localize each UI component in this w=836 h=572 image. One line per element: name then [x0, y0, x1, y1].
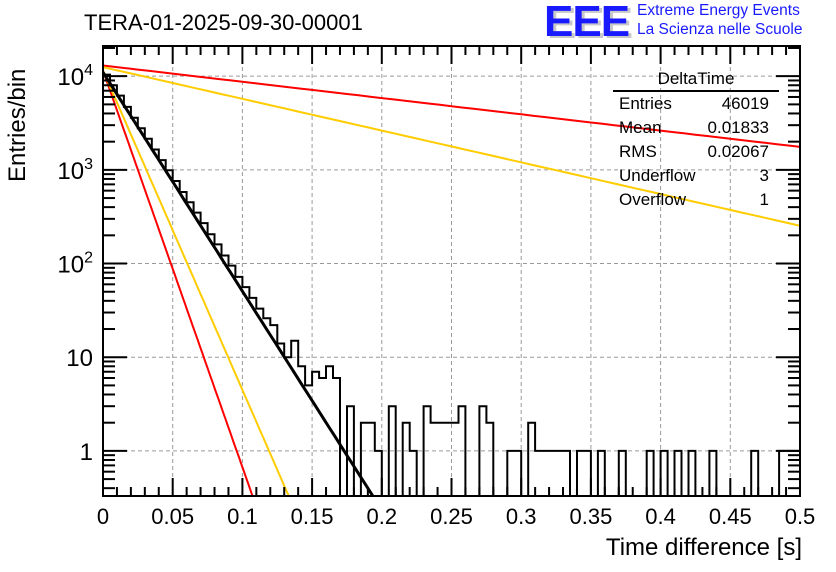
x-tick-label: 0.25: [430, 504, 473, 529]
y-axis-label: Entries/bin: [4, 68, 31, 182]
stats-label: RMS: [619, 142, 657, 161]
axes: 0 0.05 0.1 0.15 0.2 0.25 0.3 0.35 0.4 0.45 0.5 1 10 1…: [57, 45, 816, 529]
x-tick-label: 0.2: [367, 504, 398, 529]
logo-line-1: Extreme Energy Events: [637, 2, 800, 19]
x-tick-label: 0.5: [785, 504, 816, 529]
x-tick-label: 0.45: [709, 504, 752, 529]
x-tick-label: 0.4: [645, 504, 676, 529]
grid: [103, 46, 800, 496]
x-tick-label: 0.3: [506, 504, 537, 529]
chart-title: TERA-01-2025-09-30-00001: [84, 10, 363, 35]
stats-row-entries: Entries 46019: [611, 92, 779, 116]
stats-value: 3: [759, 166, 769, 185]
fit-line-red-steep: [102, 70, 254, 497]
x-tick-label: 0.35: [569, 504, 612, 529]
histogram-outline: [103, 73, 800, 497]
fit-line-yellow-shallow: [102, 66, 801, 227]
stats-label: Overflow: [619, 190, 687, 209]
stats-value: 0.02067: [707, 142, 769, 161]
logo-line-2: La Scienza nelle Scuole: [637, 21, 803, 38]
x-tick-label: 0.05: [151, 504, 194, 529]
logo-mark: EEE: [544, 2, 629, 42]
histogram: [103, 73, 800, 497]
stats-value: 0.01833: [707, 118, 769, 137]
stats-title: DeltaTime: [613, 69, 779, 92]
stats-label: Mean: [619, 118, 662, 137]
fit-lines: [102, 64, 801, 497]
y-tick-label: 10: [66, 345, 93, 372]
stats-label: Underflow: [619, 166, 696, 185]
stats-row-rms: RMS 0.02067: [611, 140, 779, 164]
x-tick-label: 0: [97, 504, 109, 529]
fit-line-exp-fit: [101, 71, 375, 497]
eee-logo-icon: EEE EEE: [544, 2, 633, 42]
logo-caption: Extreme Energy Events La Scienza nelle S…: [637, 1, 802, 39]
fit-lines-overlay: [101, 71, 375, 497]
x-tick-label: 0.15: [291, 504, 334, 529]
x-axis-label: Time difference [s]: [605, 534, 802, 561]
stats-row-underflow: Underflow 3: [611, 164, 779, 188]
stats-box: DeltaTime Entries 46019 Mean 0.01833 RMS 0.…: [611, 69, 779, 212]
fit-line-red-shallow: [102, 64, 801, 148]
stats-row-overflow: Overflow 1: [611, 188, 779, 212]
y-tick-label: 102: [57, 250, 93, 279]
y-tick-label: 1: [80, 439, 93, 466]
logo-shadow: EEE: [547, 2, 632, 42]
x-tick-label: 0.1: [227, 504, 258, 529]
stats-value: 46019: [721, 94, 769, 113]
fit-line-yellow-steep: [102, 70, 290, 497]
stats-label: Entries: [619, 94, 672, 113]
stats-row-mean: Mean 0.01833: [611, 116, 779, 140]
stats-value: 1: [759, 190, 769, 209]
y-tick-label: 103: [57, 156, 93, 185]
y-tick-label: 104: [57, 62, 93, 91]
